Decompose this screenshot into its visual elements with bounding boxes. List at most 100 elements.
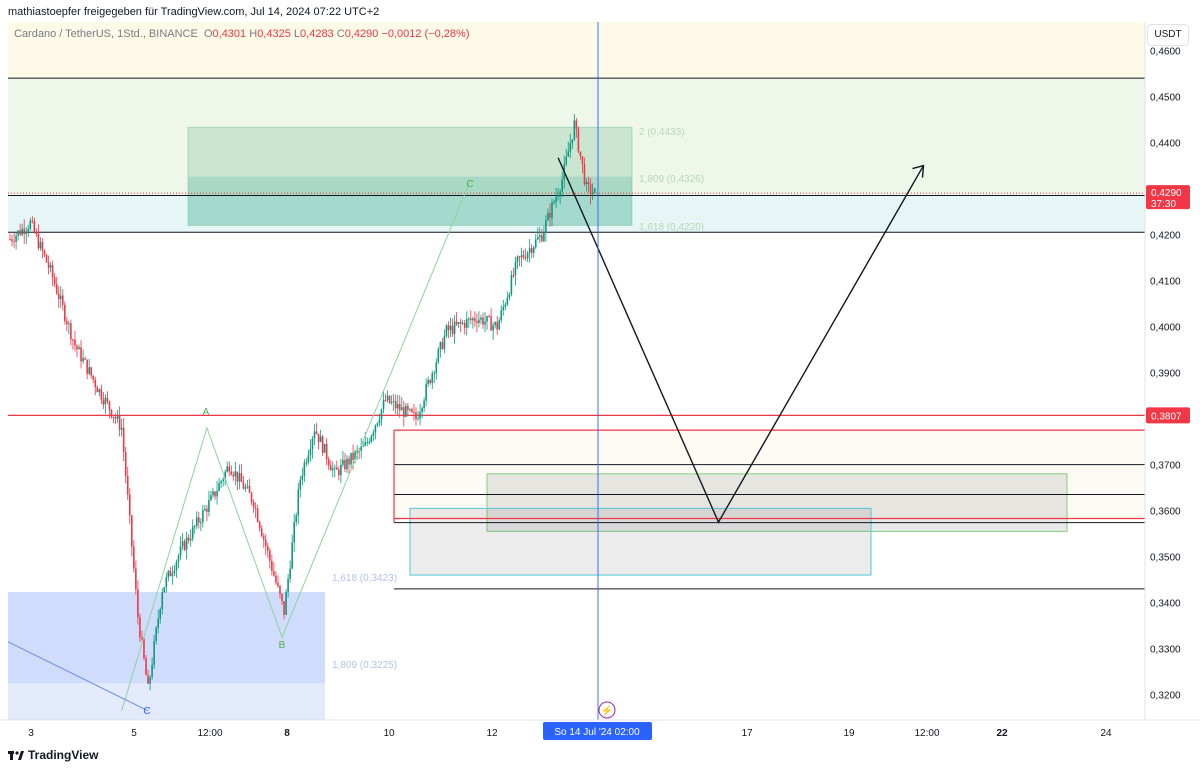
candle [118,406,121,437]
candle [112,416,115,424]
share-caption: mathiastoepfer freigegeben für TradingVi… [8,6,380,18]
candle [583,157,586,187]
candle [246,480,249,489]
candle [126,466,129,501]
candle [27,224,30,238]
candle-body [59,295,62,300]
candle-body [577,128,580,152]
candle [488,314,490,318]
candle-body [139,617,141,638]
candle [386,390,389,403]
candle [500,305,503,323]
candle-body [116,415,119,419]
candle-body [193,526,196,528]
candle-body [258,521,261,529]
candle [153,635,155,669]
candle [279,584,281,599]
candle [482,312,484,329]
candle-body [189,538,192,541]
candle [202,505,204,528]
candle [92,375,95,384]
candle-body [47,262,50,268]
candle [569,133,572,159]
candle-body [549,212,551,218]
candle [589,178,592,205]
fib-label: 1,618 (0,4220) [639,222,704,233]
candle [293,513,295,552]
candle-body [277,582,279,586]
candle [376,422,379,428]
currency-button[interactable]: USDT [1147,24,1189,46]
demand-box-cyan [409,507,872,576]
candle [193,524,196,534]
candle [561,171,563,198]
candle-body [137,589,139,618]
candle [508,292,511,301]
candle [252,499,255,513]
candle-body [39,241,42,249]
candle-body [470,318,472,321]
candle [98,388,101,397]
candle-body [68,323,70,325]
candle [53,273,56,288]
candle-body [317,433,320,443]
candle [392,393,395,411]
candle [390,395,393,405]
candle [591,183,594,201]
candle [317,433,320,450]
candle [476,313,478,333]
candle-body [394,401,397,409]
candle-body [149,677,151,684]
candle [301,467,304,486]
candle [234,461,237,486]
candle [577,126,580,154]
candle-body [131,515,133,547]
candle [356,445,358,461]
candle-body [226,466,229,472]
candle [429,378,432,385]
candle [498,317,501,330]
candle [149,675,151,691]
candle [19,223,21,237]
candle [467,317,470,328]
candle-body [271,560,273,572]
candle [463,319,466,335]
candle [161,588,164,615]
candle-body [449,325,452,331]
candle-body [362,445,365,447]
candle [197,511,200,529]
candle-body [289,568,291,579]
candle-body [445,325,448,336]
candle-body [443,335,446,349]
candle [167,569,170,582]
candle [13,232,15,248]
candle [159,607,162,624]
candle [291,534,293,570]
candle-body [386,395,389,401]
high-value: 0,4325 [257,28,291,40]
candle-body [246,486,249,488]
candle-body [413,412,415,414]
candle [258,520,261,532]
candle-body [376,423,379,426]
candle-body [165,577,168,588]
candle-body [327,459,330,466]
candle [41,237,44,259]
candle [269,548,271,569]
candle [528,239,531,263]
candle [147,669,149,685]
candle-body [567,151,570,157]
candle [490,308,492,331]
candle-body [112,416,115,418]
candle [370,434,373,444]
candle [275,571,277,585]
candle-body [372,432,375,436]
candle [283,600,285,620]
candle [218,477,220,492]
candle-body [250,492,253,502]
marked-level-badge [1146,407,1190,424]
candle [15,232,17,250]
candle-body [256,508,259,522]
candle [403,400,405,427]
